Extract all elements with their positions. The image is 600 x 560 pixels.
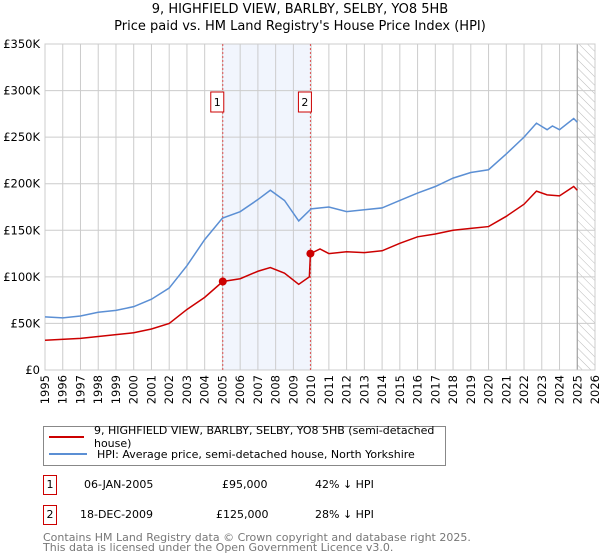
x-tick-label: 2007: [251, 375, 265, 404]
transaction-price: £95,000: [222, 478, 268, 491]
x-tick-label: 2009: [286, 375, 300, 404]
legend: 9, HIGHFIELD VIEW, BARLBY, SELBY, YO8 5H…: [43, 424, 446, 466]
x-tick-label: 2006: [233, 375, 247, 404]
forecast-hatch: [577, 44, 595, 370]
x-tick-label: 2018: [446, 375, 460, 404]
x-tick-label: 2022: [517, 375, 531, 404]
x-tick-label: 2023: [535, 375, 549, 404]
x-tick-label: 2002: [162, 375, 176, 404]
footer-line-1: Contains HM Land Registry data © Crown c…: [43, 531, 471, 544]
x-tick-label: 2014: [375, 375, 389, 404]
legend-red-line: [49, 436, 84, 438]
x-tick-label: 2003: [180, 375, 194, 404]
x-tick-label: 1995: [38, 375, 52, 404]
marker-label-box: [297, 91, 312, 113]
legend-label-hpi: HPI: Average price, semi-detached house,…: [97, 447, 415, 461]
hpi-line: [44, 117, 578, 319]
transaction-date: 06-JAN-2005: [84, 478, 154, 491]
footer-line-2: This data is licensed under the Open Gov…: [43, 541, 394, 554]
transaction-row: 1 06-JAN-2005 £95,000 42% ↓ HPI: [43, 475, 463, 495]
chart-subtitle: Price paid vs. HM Land Registry's House …: [114, 19, 486, 34]
marker-badge: 1: [43, 475, 57, 495]
marker-label: 1: [214, 96, 221, 109]
x-tick-label: 2004: [198, 375, 212, 404]
x-tick-label: 2026: [588, 375, 600, 404]
y-tick-label: £300K: [3, 84, 40, 98]
y-tick-label: £50K: [11, 316, 41, 330]
x-tick-label: 2017: [428, 375, 442, 404]
sale-point: [306, 249, 315, 258]
x-tick-label: 2010: [304, 375, 318, 404]
transaction-hpi: 42% ↓ HPI: [315, 478, 374, 491]
x-tick-label: 1998: [91, 375, 105, 404]
x-tick-label: 2013: [357, 375, 371, 404]
x-tick-label: 2019: [464, 375, 478, 404]
legend-blue-line: [49, 453, 87, 455]
marker-label-box: [210, 91, 225, 113]
x-tick-label: 2005: [215, 375, 229, 404]
x-tick-label: 2008: [269, 375, 283, 404]
sale-point: [218, 277, 227, 286]
x-tick-label: 2015: [393, 375, 407, 404]
x-tick-label: 1997: [73, 375, 87, 404]
marker-label: 2: [301, 96, 308, 109]
x-tick-label: 2016: [411, 375, 425, 404]
y-tick-label: £100K: [3, 270, 40, 284]
x-tick-label: 2020: [482, 375, 496, 404]
y-tick-label: £250K: [3, 130, 40, 144]
price-paid-line: [44, 185, 578, 341]
chart-title: 9, HIGHFIELD VIEW, BARLBY, SELBY, YO8 5H…: [151, 2, 449, 17]
marker-badge: 2: [43, 505, 57, 525]
x-tick-label: 2025: [570, 375, 584, 404]
transaction-price: £125,000: [216, 508, 269, 521]
shaded-period: [222, 44, 311, 370]
plot-border: [44, 43, 596, 371]
y-tick-label: £200K: [3, 177, 40, 191]
x-tick-label: 2000: [127, 375, 141, 404]
legend-label-property: 9, HIGHFIELD VIEW, BARLBY, SELBY, YO8 5H…: [93, 424, 435, 450]
y-tick-label: £350K: [3, 37, 40, 51]
transaction-hpi: 28% ↓ HPI: [315, 508, 374, 521]
plot-area: 1995 1996 1997 1998 1999 2000 2001 2002 2003 2004…: [3, 37, 600, 404]
transaction-date: 18-DEC-2009: [80, 508, 154, 521]
x-tick-label: 2001: [144, 375, 158, 404]
x-tick-label: 2021: [499, 375, 513, 404]
x-tick-label: 1999: [109, 375, 123, 404]
y-tick-label: £150K: [3, 223, 40, 237]
x-tick-label: 2011: [322, 375, 336, 404]
x-tick-label: 1996: [56, 375, 70, 404]
x-tick-label: 2024: [553, 375, 567, 404]
y-tick-label: £0: [25, 363, 40, 377]
x-tick-label: 2012: [340, 375, 354, 404]
transaction-row: 2 18-DEC-2009 £125,000 28% ↓ HPI: [43, 505, 463, 525]
